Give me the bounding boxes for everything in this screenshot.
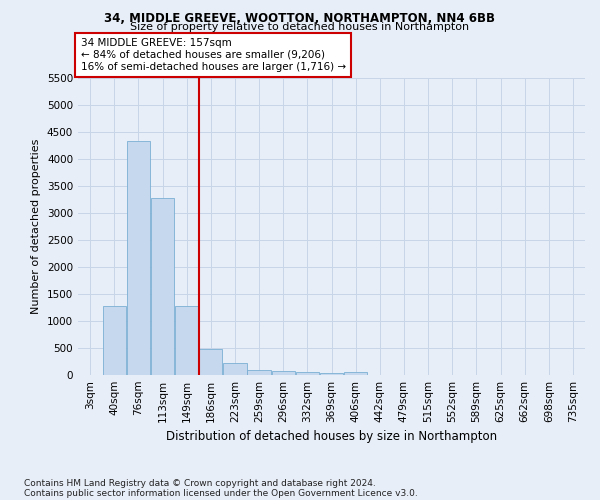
Bar <box>175 306 199 375</box>
Text: 34, MIDDLE GREEVE, WOOTTON, NORTHAMPTON, NN4 6BB: 34, MIDDLE GREEVE, WOOTTON, NORTHAMPTON,… <box>104 12 496 26</box>
Bar <box>296 372 319 375</box>
Bar <box>151 198 174 375</box>
Bar <box>272 371 295 375</box>
Y-axis label: Number of detached properties: Number of detached properties <box>31 138 41 314</box>
Bar <box>127 141 150 375</box>
Bar <box>223 364 247 375</box>
Bar <box>320 374 343 375</box>
Text: 34 MIDDLE GREEVE: 157sqm
← 84% of detached houses are smaller (9,206)
16% of sem: 34 MIDDLE GREEVE: 157sqm ← 84% of detach… <box>80 38 346 72</box>
Bar <box>344 372 367 375</box>
Bar <box>199 350 223 375</box>
Text: Contains public sector information licensed under the Open Government Licence v3: Contains public sector information licen… <box>24 488 418 498</box>
Text: Size of property relative to detached houses in Northampton: Size of property relative to detached ho… <box>130 22 470 32</box>
Text: Contains HM Land Registry data © Crown copyright and database right 2024.: Contains HM Land Registry data © Crown c… <box>24 478 376 488</box>
X-axis label: Distribution of detached houses by size in Northampton: Distribution of detached houses by size … <box>166 430 497 444</box>
Bar <box>247 370 271 375</box>
Bar <box>103 306 126 375</box>
